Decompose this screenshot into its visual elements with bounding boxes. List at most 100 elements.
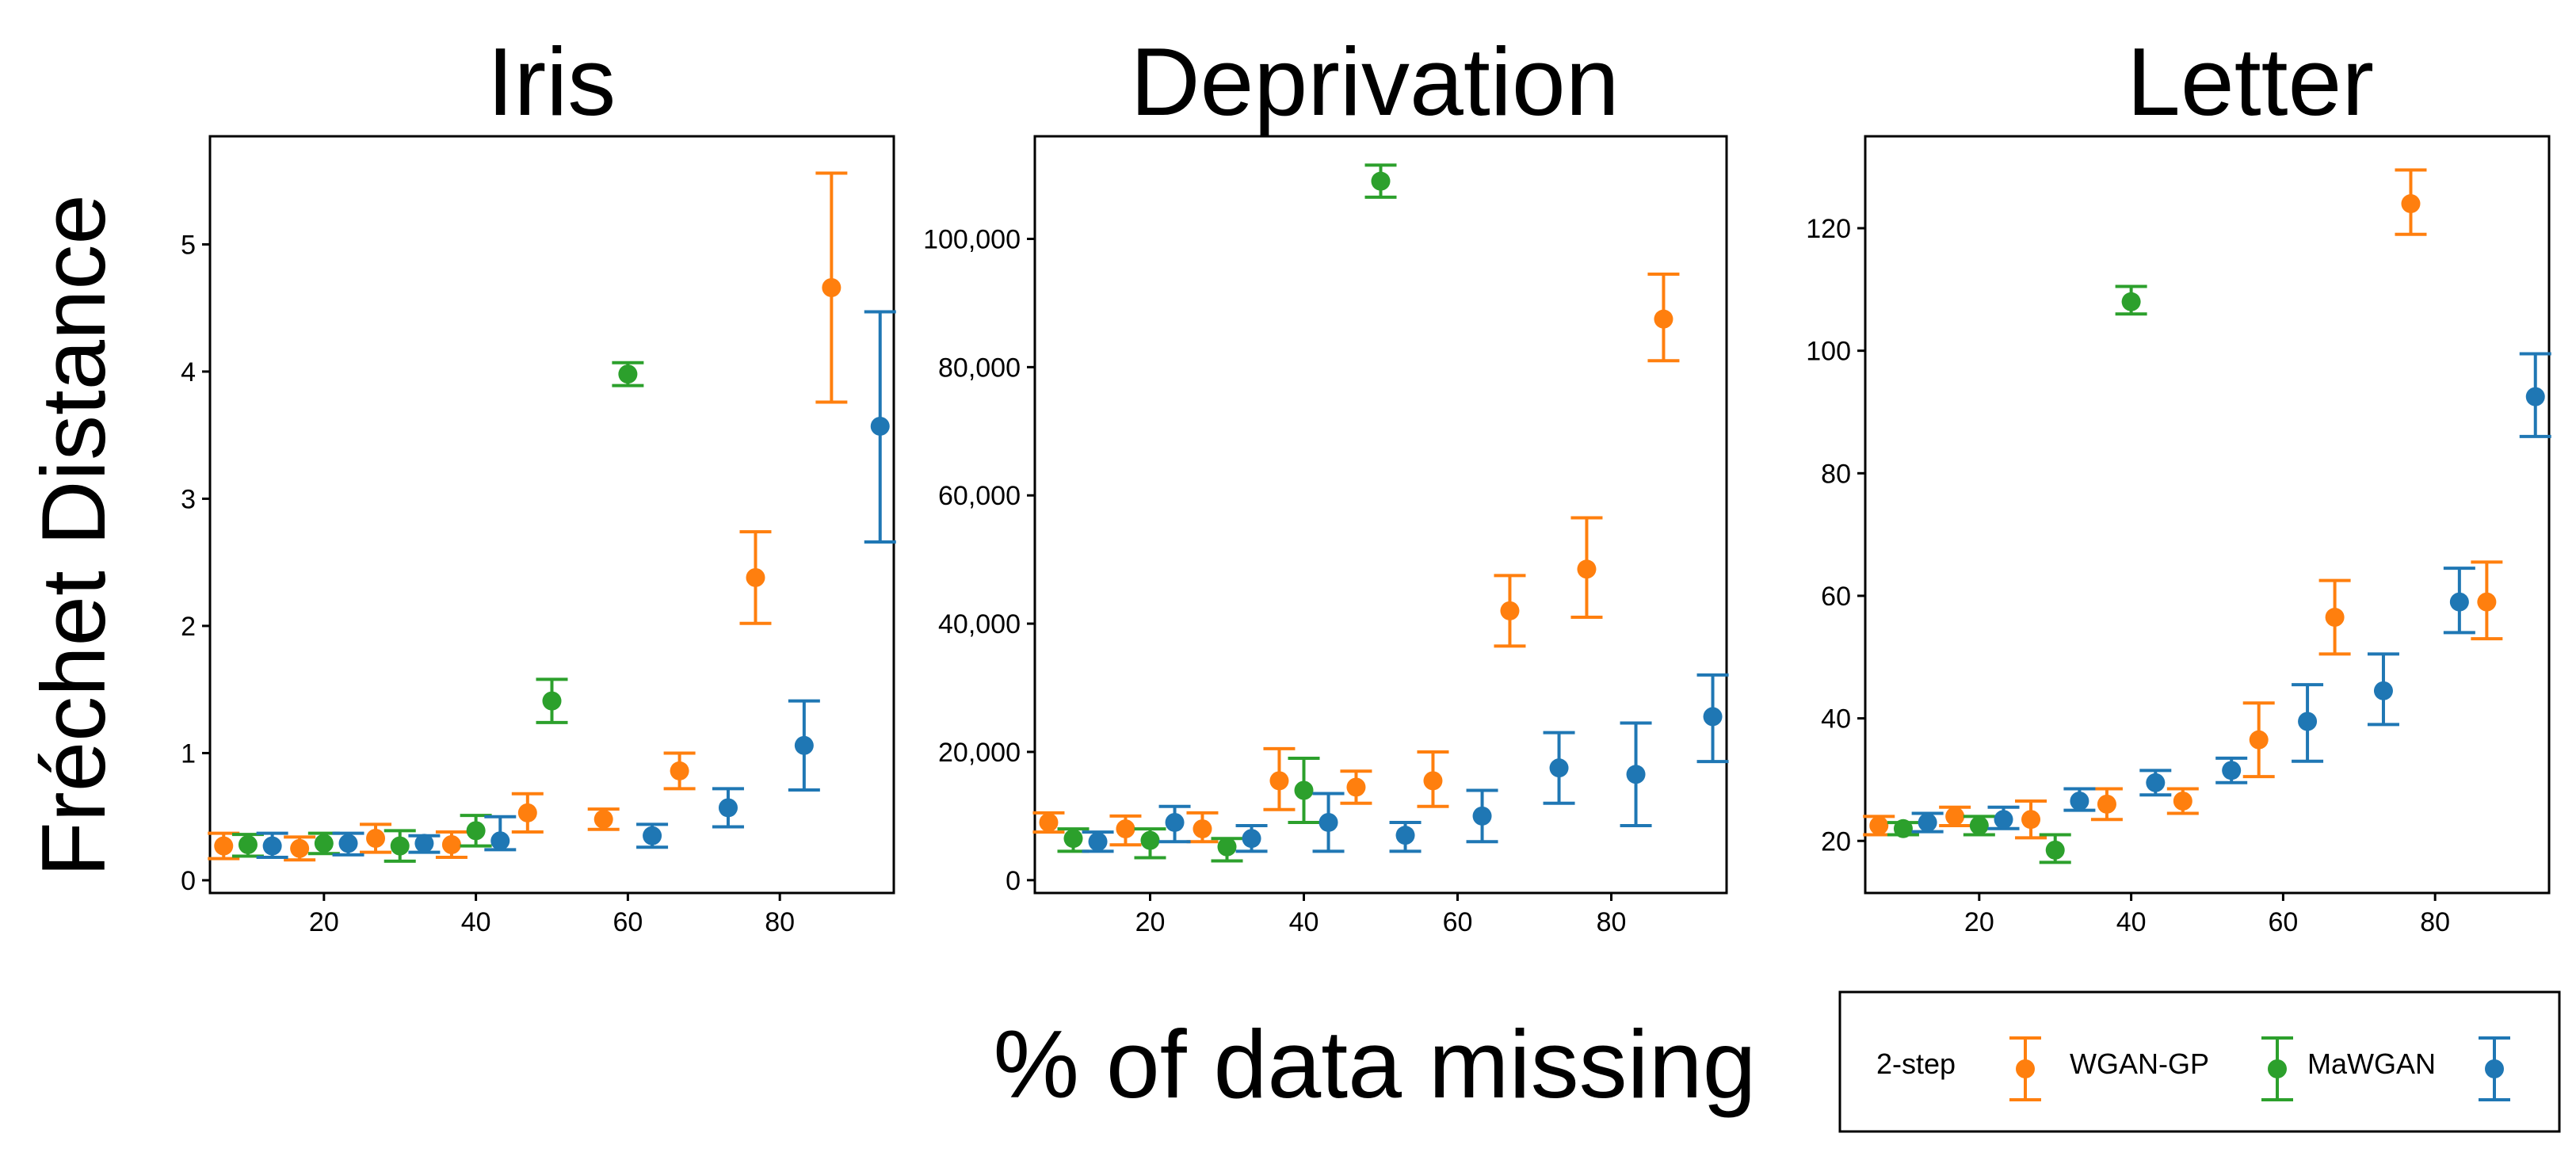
y-tick-label: 1 — [181, 738, 196, 769]
data-point — [794, 735, 814, 755]
y-tick-label: 80 — [1821, 459, 1851, 489]
data-point — [1242, 829, 1261, 849]
data-point — [1088, 832, 1108, 852]
y-tick-label: 60,000 — [938, 481, 1021, 511]
y-tick-label: 3 — [181, 484, 196, 514]
data-point — [2146, 773, 2166, 792]
data-point — [1918, 813, 1937, 833]
y-tick-label: 20,000 — [938, 738, 1021, 768]
data-point — [1116, 819, 1135, 839]
legend-marker-mawgan — [2479, 1036, 2510, 1101]
data-point — [1500, 601, 1520, 620]
data-point — [643, 826, 662, 845]
data-point — [1549, 758, 1569, 778]
y-tick-label: 20 — [1821, 826, 1851, 857]
data-point — [2373, 681, 2393, 700]
data-point — [2222, 761, 2242, 780]
y-tick-label: 4 — [181, 357, 196, 387]
y-tick-label: 0 — [181, 866, 196, 896]
x-tick-label: 60 — [2268, 907, 2298, 937]
data-point — [338, 834, 358, 853]
series-wgan-gp — [231, 361, 644, 863]
data-point — [441, 835, 461, 855]
data-point — [593, 809, 613, 829]
data-point — [1945, 807, 1965, 826]
data-point — [1869, 815, 1889, 835]
legend-marker-2-step — [2009, 1036, 2041, 1101]
data-point — [2021, 810, 2041, 830]
data-point — [1994, 810, 2013, 830]
data-point — [1472, 806, 1492, 826]
data-point — [1165, 812, 1185, 832]
data-point — [870, 416, 890, 436]
x-tick-label: 80 — [2420, 907, 2450, 937]
data-point — [542, 691, 562, 711]
data-point — [2449, 592, 2469, 612]
legend-point — [2268, 1059, 2287, 1078]
x-axis-title: % of data missing — [994, 1010, 1757, 1118]
data-point — [2401, 194, 2421, 214]
data-point — [517, 803, 537, 822]
y-tick-label: 80,000 — [938, 353, 1021, 383]
y-tick-label: 2 — [181, 612, 196, 642]
data-point — [2173, 792, 2192, 811]
chart-title: Iris — [487, 28, 616, 135]
series-wgan-gp — [1887, 284, 2147, 864]
x-tick-label: 80 — [765, 907, 795, 937]
plot-area-frame — [1033, 135, 1728, 895]
data-point — [1893, 818, 1913, 838]
legend-marker-wgan-gp — [2261, 1036, 2293, 1101]
data-point — [2070, 792, 2089, 811]
x-tick-label: 40 — [461, 907, 491, 937]
x-tick-label: 60 — [613, 907, 643, 937]
x-tick-label: 60 — [1443, 907, 1473, 937]
data-point — [2045, 840, 2065, 860]
data-point — [2249, 730, 2269, 750]
legend-label-2-step: 2-step — [1876, 1047, 1956, 1080]
data-point — [2097, 794, 2116, 814]
chart-panel-letter: Letter 20 40 60 80 20 40 60 80 100 120 — [1806, 28, 2551, 937]
series-2-step — [1032, 273, 1680, 847]
chart-title: Deprivation — [1130, 28, 1619, 135]
chart-panel-deprivation: Deprivation 20 40 60 80 0 20,000 40,000 60,000 8… — [923, 28, 1729, 937]
data-point — [390, 836, 410, 856]
y-tick-label: 5 — [181, 230, 196, 260]
data-point — [1063, 829, 1083, 849]
data-point — [1371, 171, 1391, 191]
data-point — [1395, 826, 1415, 845]
legend-label-wgan-gp: WGAN-GP — [2070, 1047, 2209, 1080]
series-mawgan — [1911, 352, 2551, 834]
plot-area-frame — [208, 135, 895, 895]
legend-point — [2485, 1059, 2504, 1078]
legend: 2-step WGAN-GP MaWGAN — [1838, 990, 2561, 1133]
data-point — [1039, 812, 1059, 832]
y-tick-label: 100 — [1806, 337, 1851, 367]
legend-label-mawgan: MaWGAN — [2307, 1047, 2436, 1080]
plot-area-frame — [1864, 135, 2551, 895]
data-point — [1140, 830, 1160, 850]
data-point — [290, 838, 310, 858]
data-point — [2525, 387, 2545, 406]
data-point — [1654, 309, 1673, 329]
data-point — [314, 834, 334, 853]
chart-panel-iris: Iris 20 40 60 80 0 1 2 3 4 5 — [181, 28, 896, 937]
y-tick-label: 40,000 — [938, 609, 1021, 639]
legend-point — [2016, 1059, 2035, 1078]
series-mawgan — [1082, 673, 1729, 853]
data-point — [1346, 777, 1366, 797]
x-tick-label: 80 — [1597, 907, 1627, 937]
data-point — [822, 278, 841, 297]
data-point — [1626, 765, 1646, 784]
data-point — [1577, 559, 1597, 579]
y-tick-label: 60 — [1821, 582, 1851, 612]
data-point — [1969, 815, 1989, 835]
y-tick-label: 40 — [1821, 704, 1851, 735]
y-tick-label: 0 — [1006, 866, 1021, 896]
data-point — [618, 364, 638, 384]
data-point — [670, 761, 689, 780]
y-axis-title: Fréchet Distance — [24, 194, 124, 877]
series-wgan-gp — [1057, 163, 1397, 863]
data-point — [414, 834, 434, 853]
data-point — [1423, 771, 1443, 791]
